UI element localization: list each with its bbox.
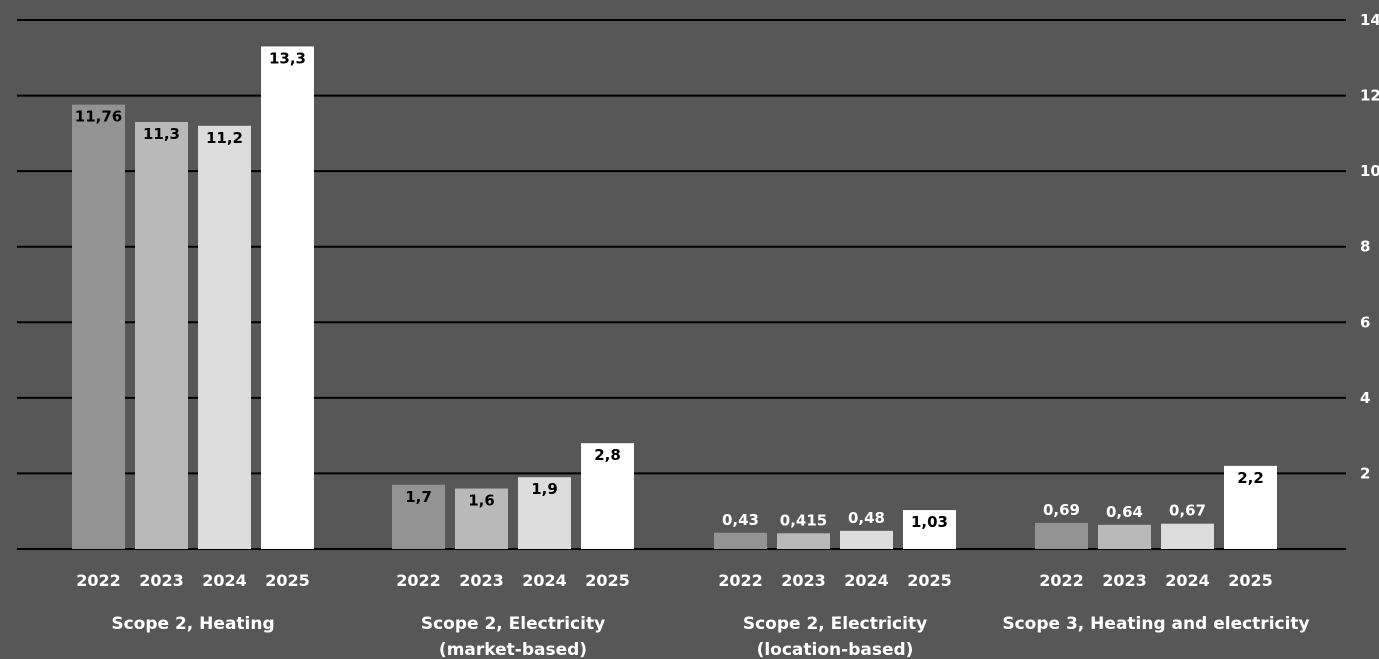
data-label: 0,415 bbox=[780, 511, 827, 529]
bar bbox=[581, 443, 634, 549]
data-label: 11,2 bbox=[206, 129, 243, 147]
bar bbox=[72, 104, 125, 549]
category-label: Scope 2, Heating bbox=[111, 614, 274, 634]
year-label: 2022 bbox=[1039, 571, 1084, 590]
bar bbox=[903, 510, 956, 549]
y-tick-label: 4 bbox=[1360, 389, 1370, 407]
bar bbox=[261, 46, 314, 549]
bar bbox=[198, 125, 251, 550]
year-label: 2025 bbox=[585, 571, 630, 590]
y-axis-ticks: 2 4 6 8 10 12 14 bbox=[1360, 11, 1379, 482]
year-label: 2023 bbox=[139, 571, 184, 590]
year-label: 2025 bbox=[1228, 571, 1273, 590]
year-label: 2023 bbox=[781, 571, 826, 590]
category-label: (location-based) bbox=[757, 640, 914, 659]
category-label: Scope 3, Heating and electricity bbox=[1002, 614, 1309, 634]
year-label: 2023 bbox=[459, 571, 504, 590]
year-label: 2024 bbox=[202, 571, 247, 590]
data-label: 0,64 bbox=[1106, 503, 1143, 521]
bar bbox=[1098, 524, 1151, 549]
year-label: 2025 bbox=[265, 571, 310, 590]
year-label: 2022 bbox=[718, 571, 763, 590]
year-label: 2024 bbox=[1165, 571, 1210, 590]
category-labels: Scope 2, Heating Scope 2, Electricity (mar… bbox=[111, 614, 1309, 659]
bar bbox=[840, 530, 893, 549]
bar bbox=[135, 122, 188, 550]
bars: 11,76 11,3 11,2 13,3 1,7 1,6 1,9 2,8 0,43 0,415 0,… bbox=[72, 46, 1277, 550]
data-label: 0,48 bbox=[848, 509, 885, 527]
year-label: 2024 bbox=[522, 571, 567, 590]
y-tick-label: 14 bbox=[1360, 11, 1379, 29]
data-label: 1,9 bbox=[531, 480, 558, 498]
data-label: 0,69 bbox=[1043, 501, 1080, 519]
data-label: 11,76 bbox=[75, 108, 122, 126]
data-label: 1,6 bbox=[468, 492, 495, 510]
category-label: Scope 2, Electricity bbox=[421, 614, 605, 634]
data-label: 13,3 bbox=[269, 49, 306, 67]
year-label: 2023 bbox=[1102, 571, 1147, 590]
year-label: 2024 bbox=[844, 571, 889, 590]
y-tick-label: 12 bbox=[1360, 87, 1379, 105]
y-tick-label: 10 bbox=[1360, 162, 1379, 180]
data-label: 2,8 bbox=[594, 446, 621, 464]
bar bbox=[1224, 465, 1277, 549]
y-tick-label: 6 bbox=[1360, 313, 1370, 331]
bar bbox=[1161, 523, 1214, 549]
bar bbox=[1035, 522, 1088, 549]
bar bbox=[455, 488, 508, 549]
data-label: 1,03 bbox=[911, 513, 948, 531]
data-label: 2,2 bbox=[1237, 469, 1264, 487]
category-label: (market-based) bbox=[439, 640, 587, 659]
data-label: 1,7 bbox=[405, 488, 432, 506]
data-label: 11,3 bbox=[143, 125, 180, 143]
y-tick-label: 2 bbox=[1360, 464, 1370, 482]
bar bbox=[714, 532, 767, 549]
data-label: 0,43 bbox=[722, 511, 759, 529]
year-label: 2022 bbox=[396, 571, 441, 590]
data-label: 0,67 bbox=[1169, 502, 1206, 520]
year-label: 2025 bbox=[907, 571, 952, 590]
x-axis-year-labels: 2022 2023 2024 2025 2022 2023 2024 2025 2022 2023… bbox=[76, 571, 1273, 590]
y-tick-label: 8 bbox=[1360, 238, 1370, 256]
bar bbox=[777, 533, 830, 549]
category-label: Scope 2, Electricity bbox=[743, 614, 927, 634]
bar bbox=[518, 477, 571, 549]
year-label: 2022 bbox=[76, 571, 121, 590]
bar bbox=[392, 484, 445, 549]
